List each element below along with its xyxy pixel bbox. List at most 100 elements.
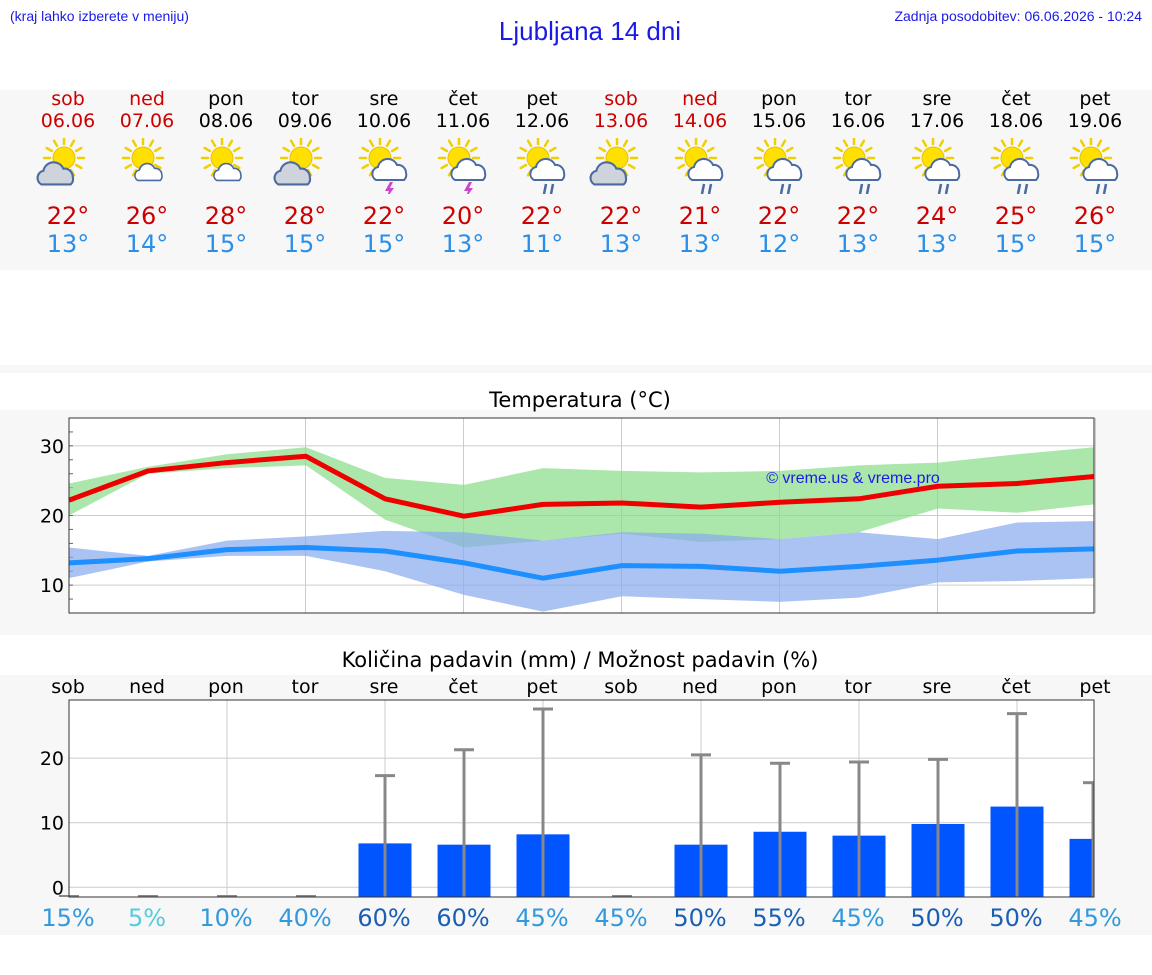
precip-probability: 45% [831, 904, 885, 932]
low-temp: 13° [599, 230, 643, 258]
day-column: pet 12.06 22° 11° [502, 88, 582, 258]
precip-probability: 50% [989, 904, 1043, 932]
day-name: sre [369, 88, 399, 110]
precip-probability: 40% [278, 904, 332, 932]
low-temp-line [68, 545, 1095, 581]
precip-day-label: ned [682, 676, 718, 698]
low-temp: 13° [441, 230, 485, 258]
precip-day-label: sre [369, 676, 399, 698]
precip-probability: 60% [436, 904, 490, 932]
sun-rain-icon [753, 138, 803, 194]
day-date: 13.06 [593, 110, 649, 132]
sun-rain-icon [911, 138, 961, 194]
day-column: sob 13.06 22° 13° [581, 88, 661, 258]
cloud-icon [924, 157, 961, 194]
day-name: sob [51, 88, 85, 110]
day-column: ned 14.06 21° 13° [660, 88, 740, 258]
precip-day-label: sob [604, 676, 638, 698]
day-column: čet 11.06 20° 13° [423, 88, 503, 258]
day-name: ned [129, 88, 165, 110]
page-title: Ljubljana 14 dni [498, 16, 682, 46]
location-hint: (kraj lahko izberete v meniju) [10, 8, 189, 24]
day-column: pon 08.06 28° 15° [186, 88, 266, 258]
precip-probability: 45% [1068, 904, 1122, 932]
precip-day-label: čet [1001, 676, 1031, 698]
high-temp: 22° [836, 202, 880, 230]
cloud-icon [845, 157, 882, 194]
high-temp-range-band [69, 447, 1094, 548]
day-column: sre 17.06 24° 13° [897, 88, 977, 258]
precip-day-label: tor [844, 676, 872, 698]
precip-probability: 10% [199, 904, 253, 932]
day-name: sre [922, 88, 952, 110]
sun-rain-icon [832, 138, 882, 194]
precip-day-label: sob [51, 676, 85, 698]
y-tick-label: 10 [40, 813, 64, 835]
low-temp: 15° [994, 230, 1038, 258]
plot-frame [68, 417, 1095, 614]
day-date: 12.06 [514, 110, 570, 132]
low-temp-range-band [69, 521, 1094, 612]
day-column: tor 09.06 28° 15° [265, 88, 345, 258]
day-name: tor [291, 88, 319, 110]
precipitation-chart-title: Količina padavin (mm) / Možnost padavin … [341, 648, 819, 672]
low-temp: 15° [1073, 230, 1117, 258]
day-name: pon [761, 88, 797, 110]
precip-probability: 15% [41, 904, 95, 932]
cloud-icon [371, 157, 408, 194]
sun-small-cloud-icon [121, 138, 165, 182]
precip-probability: 50% [673, 904, 727, 932]
high-temp: 20° [441, 202, 485, 230]
precipitation-chart: 0 10 20 [40, 699, 1095, 899]
day-date: 19.06 [1067, 110, 1123, 132]
high-temp: 28° [204, 202, 248, 230]
day-column: sob 06.06 22° 13° [28, 88, 108, 258]
day-date: 18.06 [988, 110, 1044, 132]
day-name: ned [682, 88, 718, 110]
sun-rain-icon [516, 138, 566, 194]
day-name: sob [604, 88, 638, 110]
precip-bar [1069, 838, 1094, 897]
precip-day-label: čet [448, 676, 478, 698]
day-date: 16.06 [830, 110, 886, 132]
day-name: tor [844, 88, 872, 110]
divider [0, 365, 1152, 373]
day-column: tor 16.06 22° 13° [818, 88, 898, 258]
day-name: čet [448, 88, 478, 110]
high-temp: 28° [283, 202, 327, 230]
low-temp: 15° [283, 230, 327, 258]
day-column: sre 10.06 22° 15° [344, 88, 424, 258]
y-tick-label: 20 [40, 506, 64, 528]
precip-probability: 45% [515, 904, 569, 932]
day-date: 10.06 [356, 110, 412, 132]
sun-thunder-icon [437, 138, 487, 194]
sun-cloud-icon [589, 138, 639, 186]
high-temp: 22° [599, 202, 643, 230]
last-updated: Zadnja posodobitev: 06.06.2026 - 10:24 [894, 8, 1142, 24]
precip-day-label: ned [129, 676, 165, 698]
temperature-chart: 10 20 30 © vreme.us & vreme.pro [40, 417, 1096, 614]
low-temp: 12° [757, 230, 801, 258]
sun-rain-icon [1069, 138, 1119, 194]
day-date: 08.06 [198, 110, 254, 132]
plot-frame [68, 699, 1095, 898]
precip-probability: 55% [752, 904, 806, 932]
day-column: pon 15.06 22° 12° [739, 88, 819, 258]
cloud-icon [134, 162, 163, 182]
low-temp: 11° [520, 230, 564, 258]
day-name: čet [1001, 88, 1031, 110]
low-temp: 13° [678, 230, 722, 258]
day-date: 17.06 [909, 110, 965, 132]
low-temp: 13° [836, 230, 880, 258]
precip-day-label: sre [922, 676, 952, 698]
high-temp: 22° [757, 202, 801, 230]
high-temp: 22° [46, 202, 90, 230]
cloud-icon [687, 157, 724, 194]
day-column: ned 07.06 26° 14° [107, 88, 187, 258]
sun-small-cloud-icon [200, 138, 244, 182]
day-column: pet 19.06 26° 15° [1055, 88, 1135, 258]
sun-cloud-icon [36, 138, 86, 186]
cloud-icon [1003, 157, 1040, 194]
precip-day-label: pet [1079, 676, 1111, 698]
day-date: 07.06 [119, 110, 175, 132]
